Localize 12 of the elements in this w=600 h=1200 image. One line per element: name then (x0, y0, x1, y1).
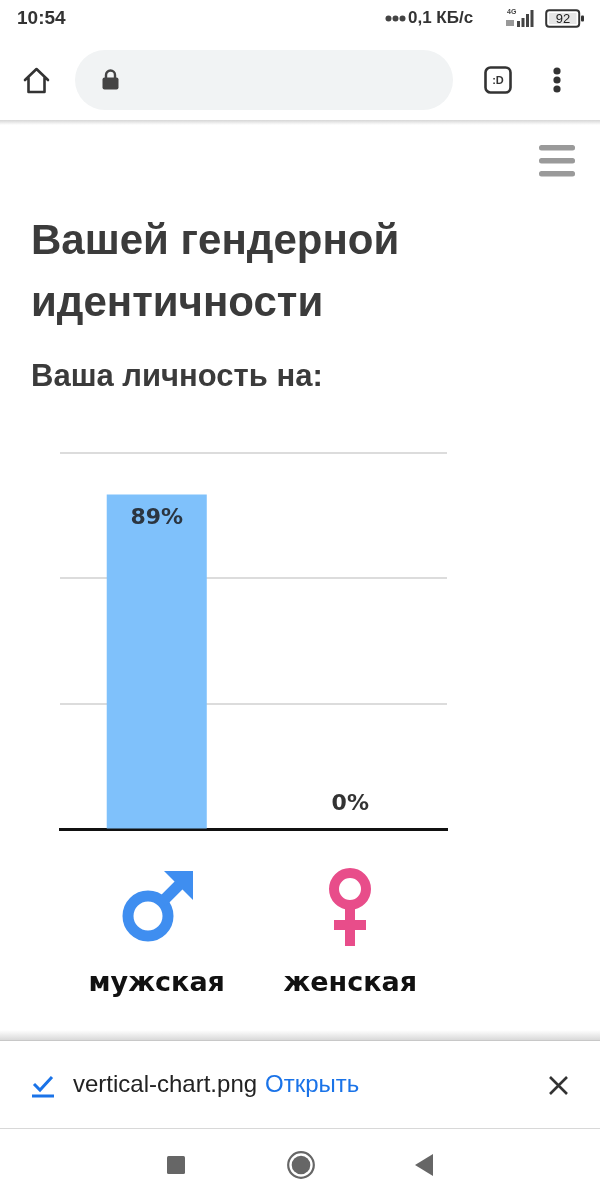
data-label: 0% (331, 790, 369, 816)
text: 0,1 КБ/с (408, 8, 474, 28)
text: 92 (546, 11, 580, 26)
x-tick-label: женская (283, 965, 418, 997)
chart-subtitle: Ваша личность на: (31, 357, 324, 395)
data-label: 89% (130, 504, 184, 530)
chart-title: Вашей гендерной идентичности (31, 215, 401, 327)
x-tick-label: мужская (88, 965, 225, 997)
text: :D (491, 73, 505, 87)
text: 10:54 (17, 7, 66, 29)
text: vertical-chart.png (73, 1069, 258, 1099)
text: Открыть (265, 1069, 360, 1099)
